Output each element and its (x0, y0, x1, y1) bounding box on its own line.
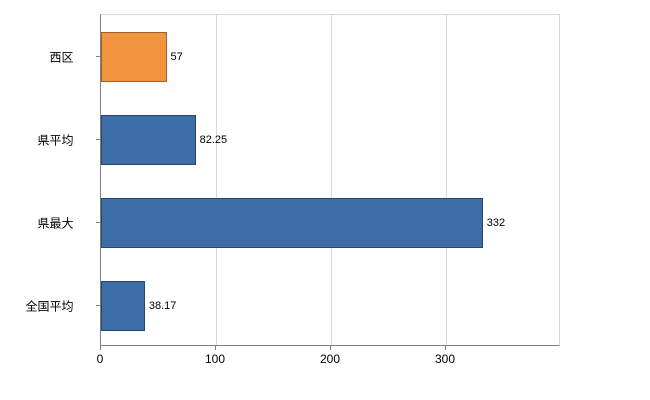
bar[interactable] (101, 114, 196, 165)
y-axis-category-label: 西区 (49, 50, 74, 64)
y-tick-mark (96, 138, 100, 140)
y-axis-category-label: 県平均 (37, 133, 74, 147)
bar-value-label: 332 (486, 216, 506, 229)
x-tick-label: 200 (319, 352, 341, 366)
y-tick-mark (96, 304, 100, 306)
gridline (446, 15, 447, 345)
gridline (331, 15, 332, 345)
y-tick-mark (96, 55, 100, 57)
bar-value-label: 57 (170, 50, 183, 63)
bar-value-label: 38.17 (148, 299, 177, 312)
bar[interactable] (101, 197, 483, 248)
x-tick-label: 0 (96, 352, 104, 366)
x-tick-mark (215, 346, 216, 350)
bar-value-label: 82.25 (199, 133, 228, 146)
plot-area: 57 西区 82.25 県平均 332 県最大 38.17 全国平均 (26, 14, 560, 347)
y-axis-category-label: 全国平均 (25, 299, 74, 313)
bar-row: 82.25 県平均 (38, 98, 559, 181)
bar-row: 57 西区 (50, 15, 559, 98)
bar[interactable] (101, 31, 167, 82)
x-tick-label: 300 (434, 352, 456, 366)
x-tick-label: 100 (204, 352, 226, 366)
x-tick-mark (100, 346, 101, 350)
bar-row: 332 県最大 (38, 181, 559, 264)
x-tick-mark (445, 346, 446, 350)
y-axis-category-label: 県最大 (37, 216, 74, 230)
gridline (216, 15, 217, 345)
bar[interactable] (101, 280, 145, 331)
y-tick-mark (96, 221, 100, 223)
x-tick-mark (330, 346, 331, 350)
bar-row: 38.17 全国平均 (26, 264, 559, 347)
